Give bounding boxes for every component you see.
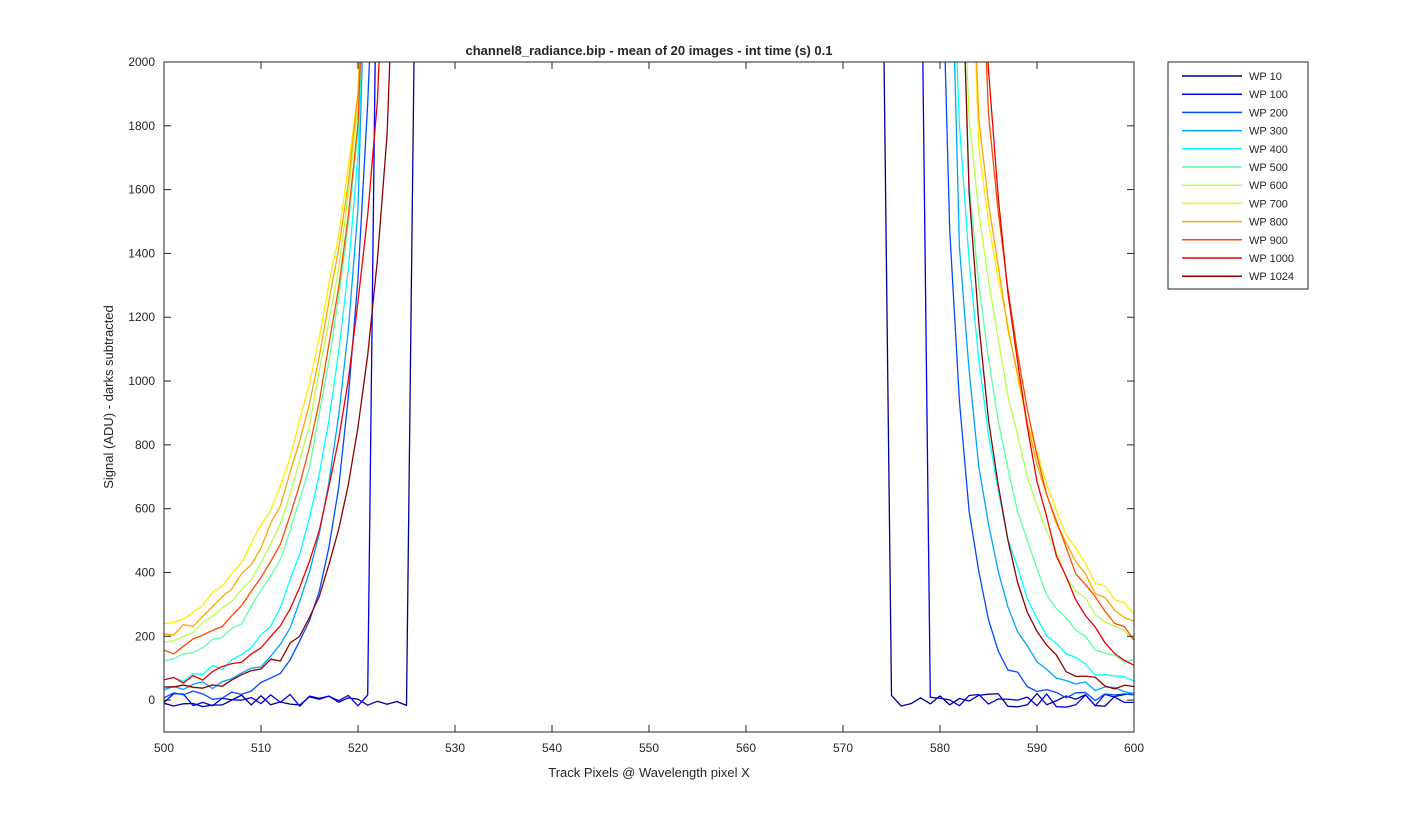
axes-layer: 500 510 520 530 540 550 560 570 580 590 600 0 200 400… xyxy=(128,55,1144,755)
y-tick-label: 0 xyxy=(148,693,155,707)
y-tick-label: 1800 xyxy=(128,119,155,133)
x-tick-label: 580 xyxy=(930,741,950,755)
y-tick-label: 1000 xyxy=(128,374,155,388)
x-tick-label: 600 xyxy=(1124,741,1144,755)
legend-label: WP 1024 xyxy=(1249,271,1294,283)
legend-label: WP 100 xyxy=(1249,89,1288,101)
x-tick-label: 520 xyxy=(348,741,368,755)
series-line-wp-800 xyxy=(164,62,1134,636)
x-tick-label: 540 xyxy=(542,741,562,755)
plot-area xyxy=(164,62,1134,732)
series-line-wp-900 xyxy=(164,62,1134,655)
x-tick-label: 500 xyxy=(154,741,174,755)
x-tick-label: 560 xyxy=(736,741,756,755)
legend-label: WP 500 xyxy=(1249,162,1288,174)
series-line-wp-200 xyxy=(164,62,1134,702)
series-line-wp-400 xyxy=(164,62,1134,682)
x-tick-label: 590 xyxy=(1027,741,1047,755)
y-tick-label: 600 xyxy=(135,502,155,516)
legend-label: WP 10 xyxy=(1249,71,1282,83)
legend-label: WP 900 xyxy=(1249,235,1288,247)
legend-label: WP 1000 xyxy=(1249,253,1294,265)
y-tick-label: 1400 xyxy=(128,246,155,260)
series-line-wp-500 xyxy=(164,62,1134,663)
series-line-wp-600 xyxy=(164,62,1134,643)
y-tick-label: 800 xyxy=(135,438,155,452)
y-axis-label: Signal (ADU) - darks subtracted xyxy=(101,305,116,489)
legend-label: WP 300 xyxy=(1249,126,1288,138)
legend-label: WP 700 xyxy=(1249,198,1288,210)
legend-label: WP 600 xyxy=(1249,180,1288,192)
series-layer xyxy=(164,62,1134,708)
chart-title: channel8_radiance.bip - mean of 20 image… xyxy=(465,43,832,58)
x-tick-label: 510 xyxy=(251,741,271,755)
x-tick-label: 570 xyxy=(833,741,853,755)
series-line-wp-1000 xyxy=(164,62,1134,684)
x-tick-label: 550 xyxy=(639,741,659,755)
series-line-wp-700 xyxy=(164,62,1134,625)
y-tick-label: 1600 xyxy=(128,183,155,197)
y-tick-label: 2000 xyxy=(128,55,155,69)
legend-box xyxy=(1167,61,1309,290)
x-axis-label: Track Pixels @ Wavelength pixel X xyxy=(548,765,750,780)
y-tick-label: 1200 xyxy=(128,310,155,324)
y-tick-label: 200 xyxy=(135,629,155,643)
series-line-wp-100 xyxy=(164,62,1134,708)
legend-label: WP 400 xyxy=(1249,144,1288,156)
x-tick-label: 530 xyxy=(445,741,465,755)
series-line-wp-1024 xyxy=(164,62,1134,690)
legend-label: WP 200 xyxy=(1249,107,1288,119)
legend: WP 10 WP 100 WP 200 WP 300 WP 400 WP 500 WP 60… xyxy=(1167,61,1309,290)
legend-label: WP 800 xyxy=(1249,217,1288,229)
y-tick-label: 400 xyxy=(135,565,155,579)
